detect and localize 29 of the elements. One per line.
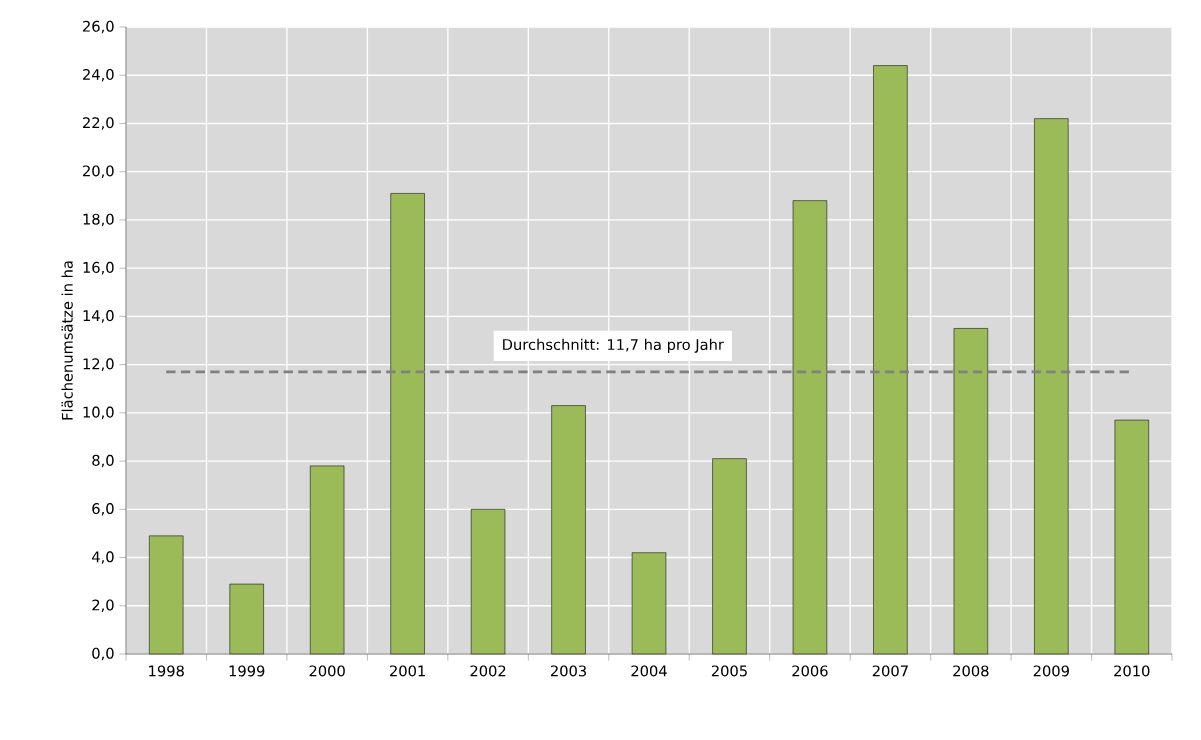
x-tick-label: 2008 bbox=[953, 665, 989, 677]
y-tick-label: 20,0 bbox=[83, 165, 114, 178]
x-tick-label: 2000 bbox=[309, 665, 345, 677]
y-tick-label: 14,0 bbox=[83, 310, 114, 323]
x-tick-label: 1998 bbox=[149, 665, 184, 677]
x-tick-label: 2002 bbox=[470, 665, 506, 677]
y-tick-label: 8,0 bbox=[92, 454, 114, 468]
x-tick-label: 2010 bbox=[1114, 665, 1150, 677]
y-tick-label: 26,0 bbox=[83, 20, 114, 34]
y-tick-label: 24,0 bbox=[83, 68, 114, 82]
x-tick-label: 1999 bbox=[229, 665, 265, 677]
x-tick-label: 2006 bbox=[792, 665, 828, 677]
y-tick-label: 10,0 bbox=[83, 406, 114, 420]
x-tick-label: 2004 bbox=[631, 665, 667, 677]
y-tick-label: 6,0 bbox=[92, 503, 114, 516]
y-tick-label: 16,0 bbox=[83, 261, 114, 275]
y-tick-label: 0,0 bbox=[92, 647, 114, 661]
y-tick-label: 22,0 bbox=[83, 117, 114, 130]
y-tick-label: 18,0 bbox=[83, 213, 114, 227]
x-tick-label: 2007 bbox=[872, 665, 908, 677]
x-tick-label: 2001 bbox=[390, 665, 425, 677]
x-tick-label: 2009 bbox=[1033, 665, 1069, 677]
y-tick-label: 2,0 bbox=[92, 599, 114, 613]
ref-line-label: Durchschnitt: 11,7 ha pro Jahr bbox=[503, 338, 724, 353]
x-tick-label: 2005 bbox=[711, 665, 747, 677]
y-tick-label: 4,0 bbox=[92, 551, 114, 564]
x-tick-label: 2003 bbox=[550, 665, 587, 677]
y-tick-label: 12,0 bbox=[83, 358, 114, 371]
y-axis-title: Flächenumsätze in ha bbox=[61, 261, 73, 420]
